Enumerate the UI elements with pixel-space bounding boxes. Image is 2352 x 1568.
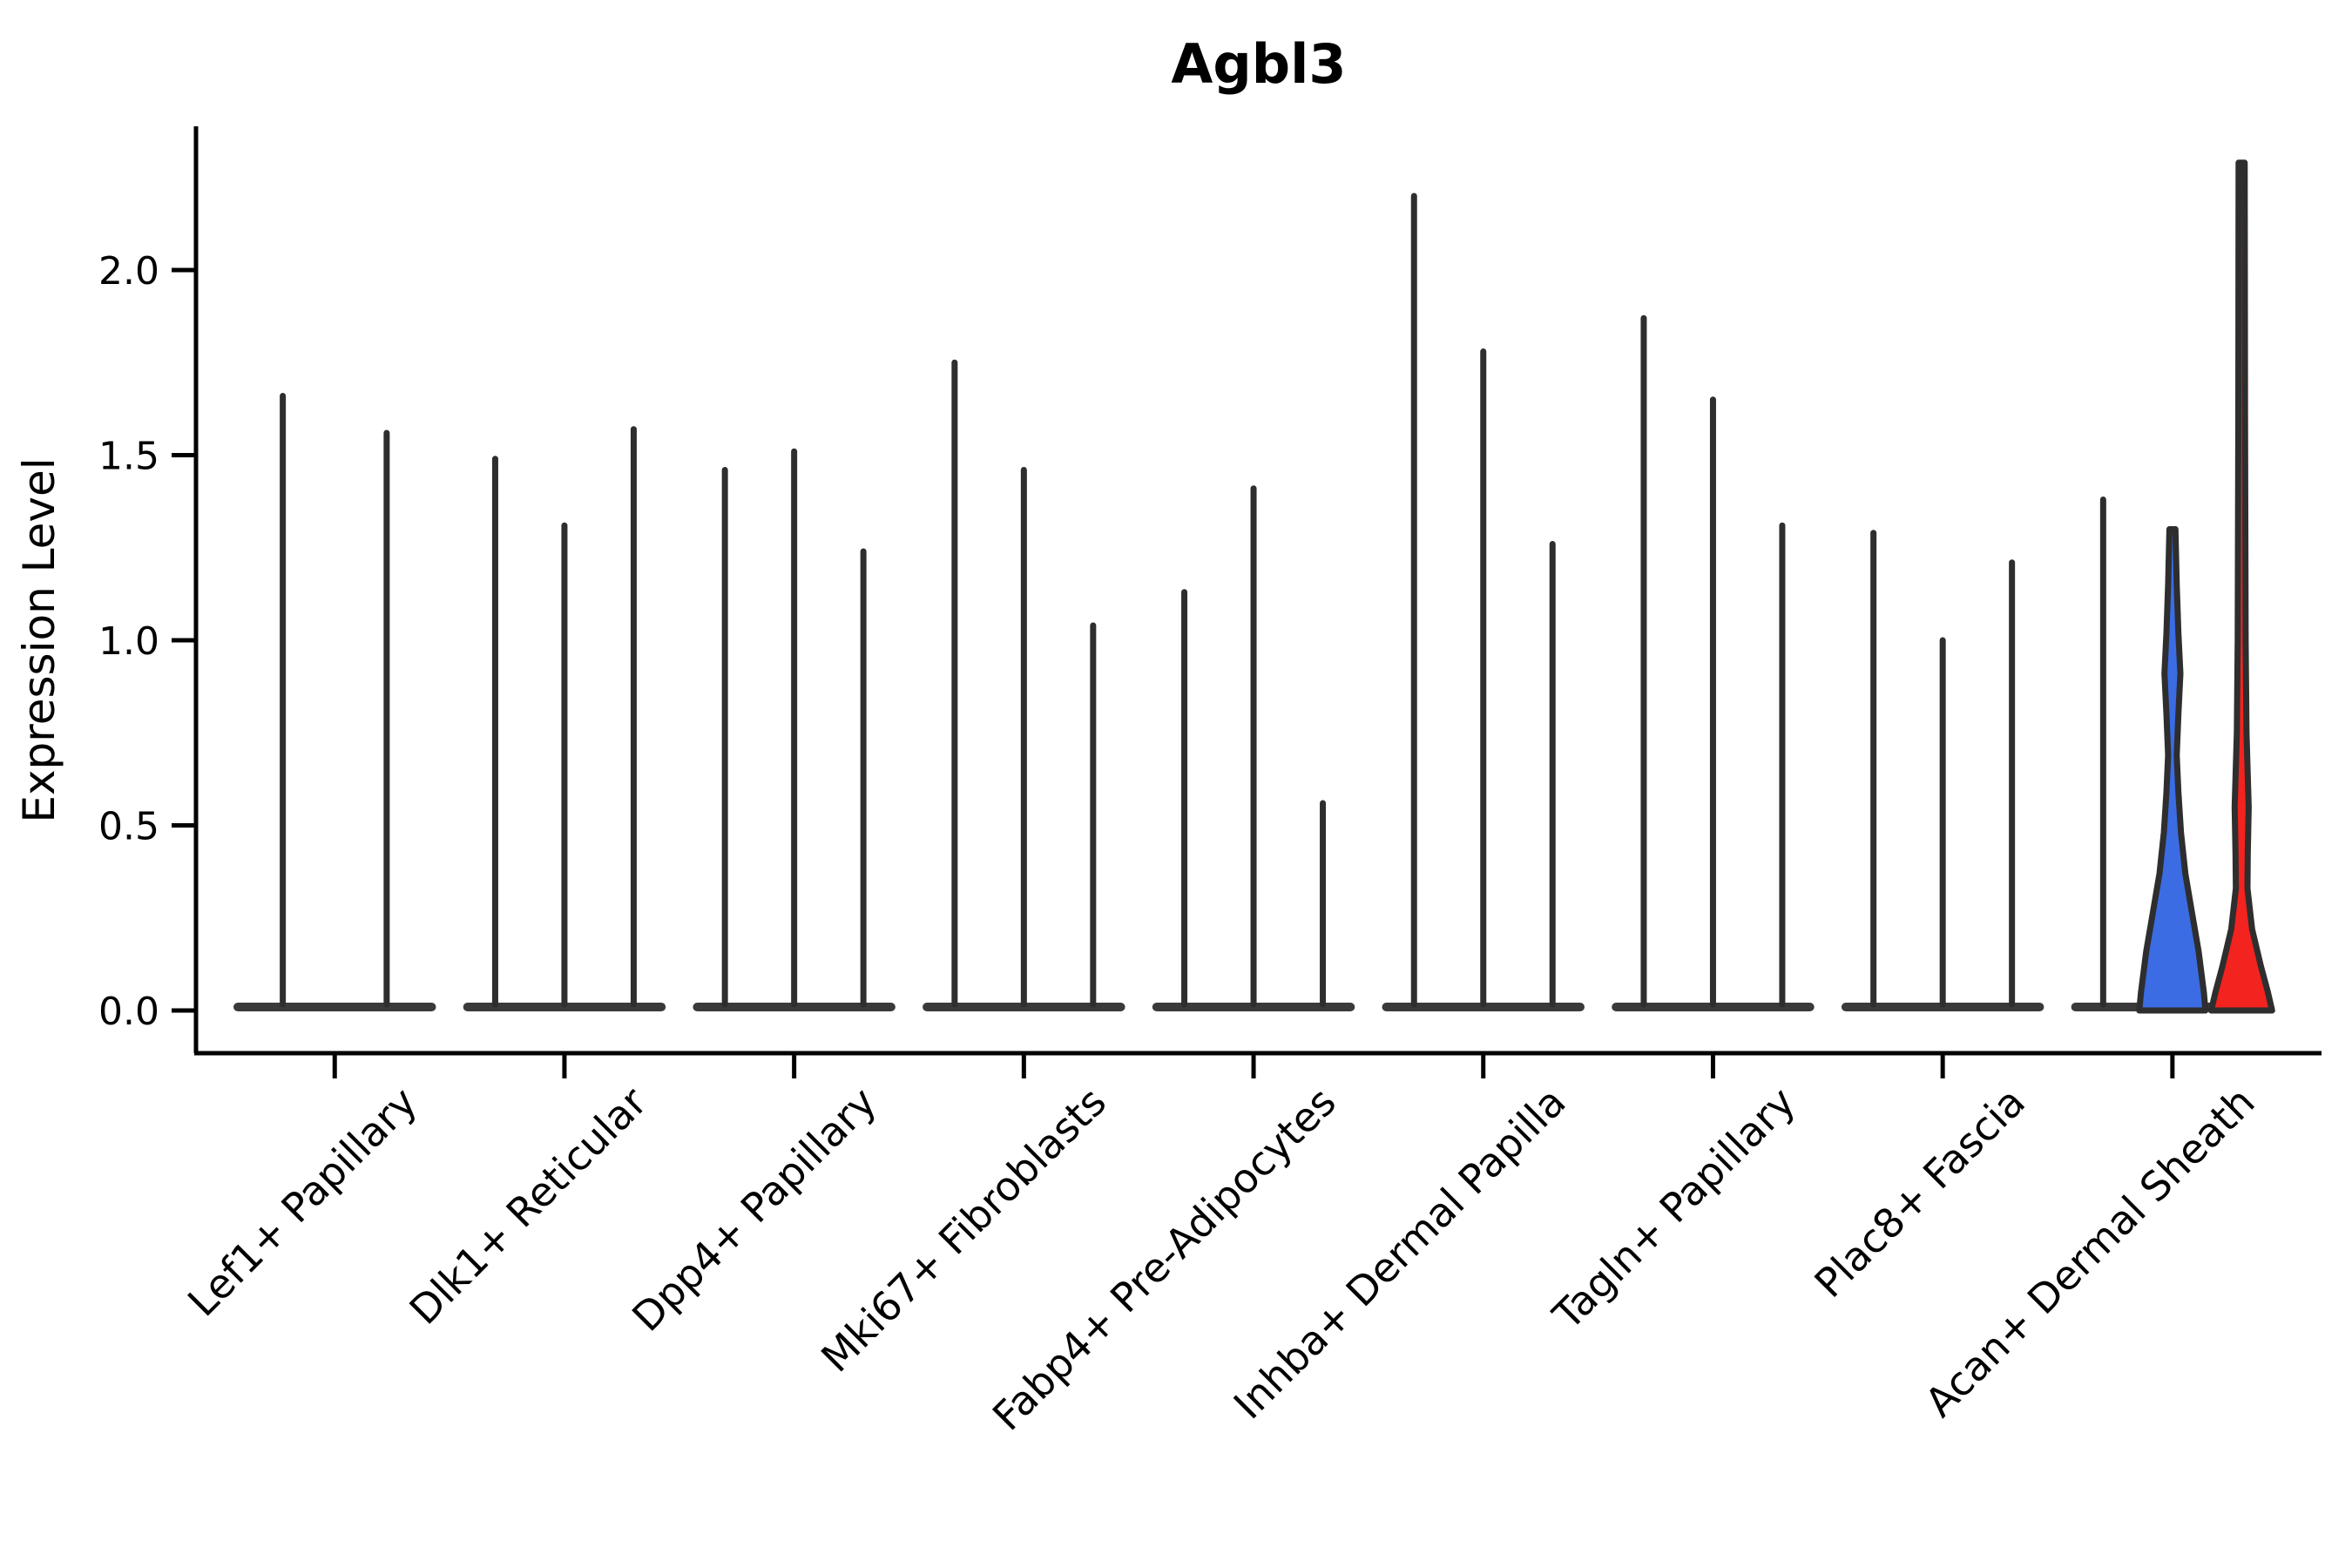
violins	[233, 159, 2275, 1014]
plot-title: Agbl3	[1171, 32, 1346, 96]
x-tick-label: Lef1+ Papillary	[179, 1078, 426, 1326]
x-tick-label: Dlk1+ Reticular	[401, 1078, 656, 1334]
y-tick-label: 0.5	[98, 805, 159, 849]
y-axis-label: Expression Level	[14, 457, 64, 822]
violin-colored	[2207, 159, 2275, 1014]
axes	[172, 126, 2322, 1078]
y-tick-label: 2.0	[98, 249, 159, 294]
y-tick-label: 0.0	[98, 990, 159, 1034]
y-tick-label: 1.5	[98, 435, 159, 479]
violin-colored	[2136, 526, 2209, 1014]
x-tick-label: Dpp4+ Papillary	[623, 1078, 885, 1341]
x-tick-label: Tagln+ Papillary	[1544, 1078, 1805, 1340]
x-tick-label: Plac8+ Fascia	[1806, 1078, 2034, 1307]
y-tick-labels: 0.0 0.5 1.0 1.5 2.0	[98, 249, 159, 1034]
y-tick-label: 1.0	[98, 619, 159, 664]
